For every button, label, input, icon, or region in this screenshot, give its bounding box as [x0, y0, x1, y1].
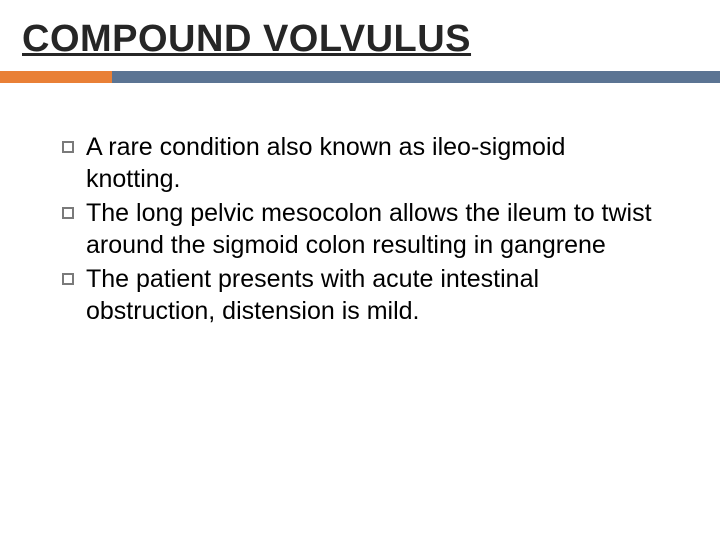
bullet-text: A rare condition also known as ileo-sigm…: [86, 131, 658, 195]
title-area: COMPOUND VOLVULUS: [0, 0, 720, 71]
accent-bar-right: [112, 71, 720, 83]
bullet-text: The long pelvic mesocolon allows the ile…: [86, 197, 658, 261]
square-bullet-icon: [62, 207, 74, 219]
square-bullet-icon: [62, 141, 74, 153]
accent-bar: [0, 71, 720, 83]
list-item: The long pelvic mesocolon allows the ile…: [62, 197, 658, 261]
slide-title: COMPOUND VOLVULUS: [22, 18, 698, 61]
bullet-list: A rare condition also known as ileo-sigm…: [62, 131, 658, 327]
content-area: A rare condition also known as ileo-sigm…: [0, 83, 720, 327]
bullet-text: The patient presents with acute intestin…: [86, 263, 658, 327]
list-item: A rare condition also known as ileo-sigm…: [62, 131, 658, 195]
accent-bar-left: [0, 71, 112, 83]
list-item: The patient presents with acute intestin…: [62, 263, 658, 327]
square-bullet-icon: [62, 273, 74, 285]
